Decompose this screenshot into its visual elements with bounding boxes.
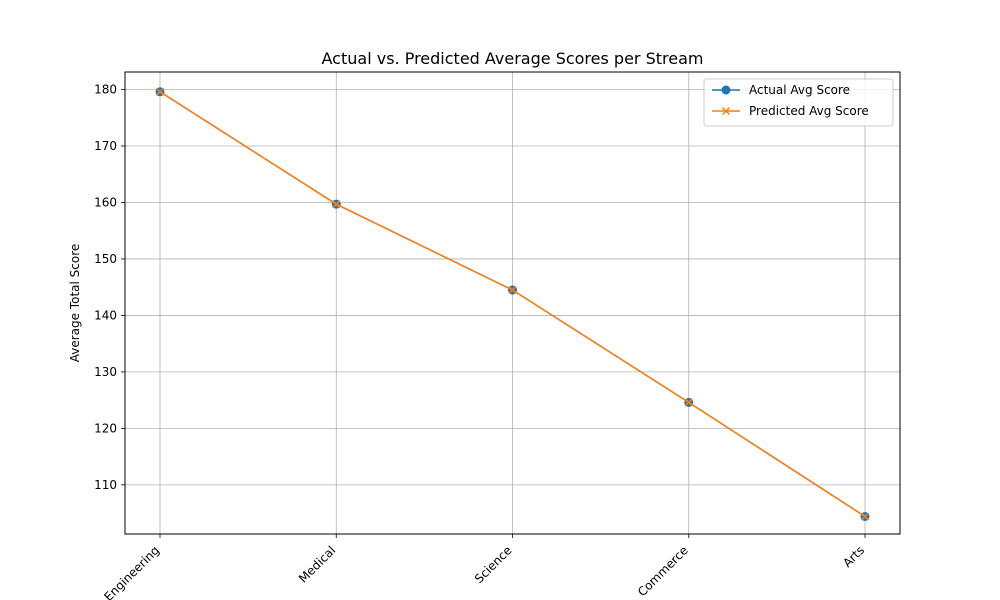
y-axis-label: Average Total Score	[68, 244, 82, 363]
series-layer	[155, 87, 870, 521]
x-marker-stroke	[721, 106, 731, 116]
point-marker	[860, 512, 870, 521]
y-tick-label: 120	[94, 421, 117, 435]
chart-title: Actual vs. Predicted Average Scores per …	[322, 49, 704, 68]
point-marker	[721, 106, 731, 116]
legend: Actual Avg Score Predicted Avg Score	[703, 78, 894, 127]
point-marker	[684, 398, 693, 407]
x-marker-stroke	[860, 512, 870, 521]
point-marker	[332, 200, 341, 209]
point-marker	[508, 285, 517, 295]
legend-entry: Actual Avg Score	[712, 83, 850, 97]
legend-label: Predicted Avg Score	[749, 104, 869, 118]
series-2	[155, 87, 870, 521]
x-marker-stroke	[155, 87, 165, 96]
legend-entry: Predicted Avg Score	[712, 104, 869, 118]
point-marker	[155, 87, 165, 96]
x-marker-stroke	[508, 285, 517, 295]
y-tick-label: 160	[94, 195, 117, 209]
grid	[125, 72, 900, 534]
y-tick-label: 180	[94, 83, 117, 97]
y-tick-label: 170	[94, 139, 117, 153]
y-tick-label: 140	[94, 308, 117, 322]
y-tick-label: 110	[94, 478, 117, 492]
x-marker-stroke	[684, 398, 693, 407]
x-marker-stroke	[332, 200, 341, 209]
y-tick-label: 130	[94, 365, 117, 379]
legend-label: Actual Avg Score	[749, 83, 850, 97]
legend-box	[703, 78, 894, 127]
y-tick-label: 150	[94, 252, 117, 266]
point-marker	[721, 85, 731, 95]
